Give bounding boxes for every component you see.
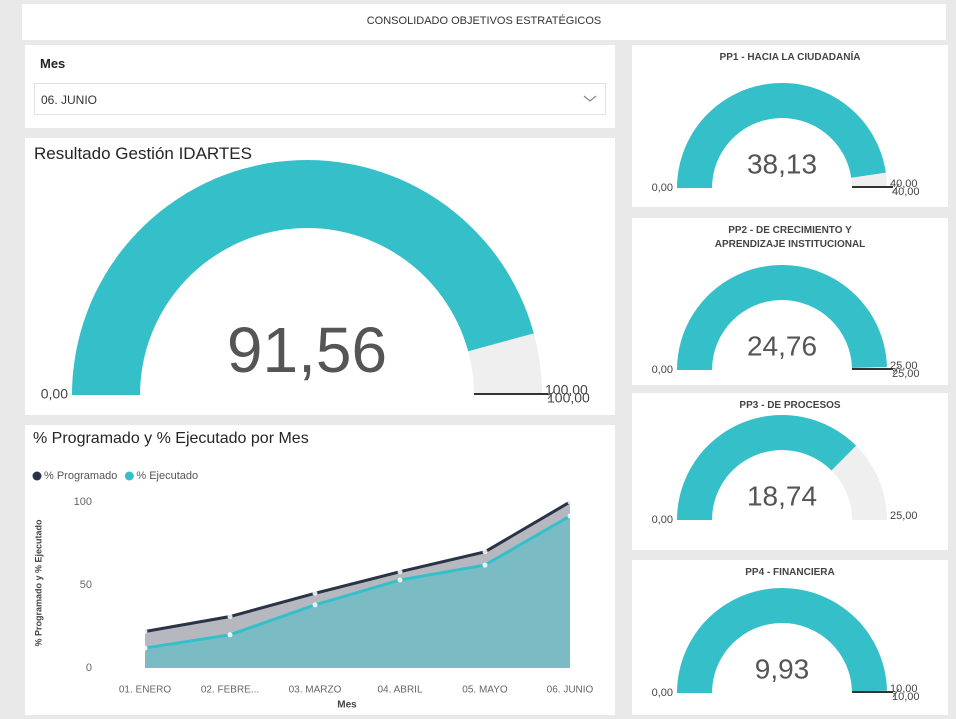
gauge-title: Resultado Gestión IDARTES (34, 144, 252, 163)
slicer: Mes 06. JUNIO (25, 45, 615, 128)
x-tick-label: 02. FEBRE... (201, 685, 259, 696)
gauge-title: PP1 - HACIA LA CIUDADANÍA (719, 52, 861, 63)
target-leader (547, 390, 555, 400)
x-tick-label: 01. ENERO (119, 685, 171, 696)
title-bar: CONSOLIDADO OBJETIVOS ESTRATÉGICOS (22, 4, 946, 40)
gauge-value-label: 91,56 (227, 314, 387, 386)
x-tick-label: 03. MARZO (289, 685, 342, 696)
data-point (312, 602, 318, 608)
y-tick-label: 50 (80, 579, 92, 591)
gauge: 18,74 0,00 25,00 (652, 415, 918, 526)
area-fill (145, 515, 570, 668)
data-point (312, 590, 318, 596)
data-point (397, 569, 403, 575)
target-leader (892, 688, 900, 698)
gauge-value-arc (72, 160, 534, 395)
gauge-value-label: 18,74 (747, 480, 817, 511)
gauge-value-arc (677, 415, 857, 520)
gauge-tick-label: 0,00 (652, 687, 673, 699)
gauge-value-arc (677, 587, 887, 693)
legend-swatch (124, 471, 134, 481)
gauge-tick-label: 0,00 (652, 182, 673, 194)
gauge-tick-label: 0,00 (41, 386, 68, 402)
gauge-title: PP4 - FINANCIERA (745, 567, 835, 578)
data-point (567, 513, 573, 519)
data-point (482, 562, 488, 568)
legend-label: % Programado (44, 470, 117, 482)
target-leader (892, 365, 900, 375)
data-point (142, 645, 148, 651)
gauge-value-label: 24,76 (747, 330, 817, 361)
series-line (144, 514, 571, 650)
x-tick-label: 04. ABRIL (377, 685, 422, 696)
x-tick-label: 05. MAYO (462, 685, 508, 696)
area-chart: % Programado % Ejecutado 0 50 100 01. ENERO 02… (32, 470, 594, 711)
gauge-value-label: 38,13 (747, 148, 817, 179)
page-title: CONSOLIDADO OBJETIVOS ESTRATÉGICOS (366, 15, 602, 27)
gauge-value-label: 9,93 (755, 653, 810, 684)
gauge-tick-label: 100,00 (545, 382, 588, 398)
data-point (142, 628, 148, 634)
gauge-panel: PP2 - DE CRECIMIENTO Y APRENDIZAJE INSTI… (632, 218, 948, 385)
gauge-target-label: 40,00 (892, 186, 920, 198)
data-point (227, 614, 233, 620)
slicer-dropdown[interactable]: 06. JUNIO (34, 83, 606, 115)
slicer-value: 06. JUNIO (41, 93, 98, 107)
target-leader (892, 183, 900, 193)
legend-swatch (32, 471, 42, 481)
gauge-tick-label: 25,00 (890, 510, 918, 522)
gauge-title: PP2 - DE CRECIMIENTO Y APRENDIZAJE INSTI… (714, 225, 866, 250)
data-point (227, 632, 233, 638)
gauge-panel: PP1 - HACIA LA CIUDADANÍA 38,13 0,00 40,00 4… (632, 45, 948, 207)
gauge-target-label: 25,00 (892, 368, 920, 380)
gauge-target-label: 10,00 (892, 691, 920, 703)
y-tick-label: 0 (86, 662, 92, 674)
chart-title: % Programado y % Ejecutado por Mes (33, 430, 309, 447)
gauge-value-arc (677, 264, 887, 370)
gauge-value-arc (677, 82, 886, 188)
data-point (567, 499, 573, 505)
legend-label: % Ejecutado (136, 470, 198, 482)
x-axis-label: Mes (337, 700, 357, 711)
gauge-tick-label: 0,00 (652, 514, 673, 526)
gauge-panel: PP4 - FINANCIERA 9,93 0,00 10,00 10,00 (632, 560, 948, 715)
gauge-target-label: 100,00 (547, 390, 590, 406)
y-axis-label: % Programado y % Ejecutado (33, 519, 43, 647)
chevron (583, 95, 597, 102)
y-tick-label: 100 (74, 496, 92, 508)
gauge-tick-label: 0,00 (652, 364, 673, 376)
slicer-label: Mes (40, 56, 66, 71)
data-point (482, 549, 488, 555)
series-line (144, 500, 571, 633)
data-point (397, 577, 403, 583)
gauge-title: PP3 - DE PROCESOS (739, 400, 841, 411)
gauge-panel: PP3 - DE PROCESOS 18,74 0,00 25,00 (632, 393, 948, 550)
x-tick-label: 06. JUNIO (547, 685, 594, 696)
area-panel: % Programado y % Ejecutado por Mes % Prog… (25, 425, 615, 715)
gauge-panel: Resultado Gestión IDARTES 91,56 0,00 100,00… (25, 138, 615, 415)
